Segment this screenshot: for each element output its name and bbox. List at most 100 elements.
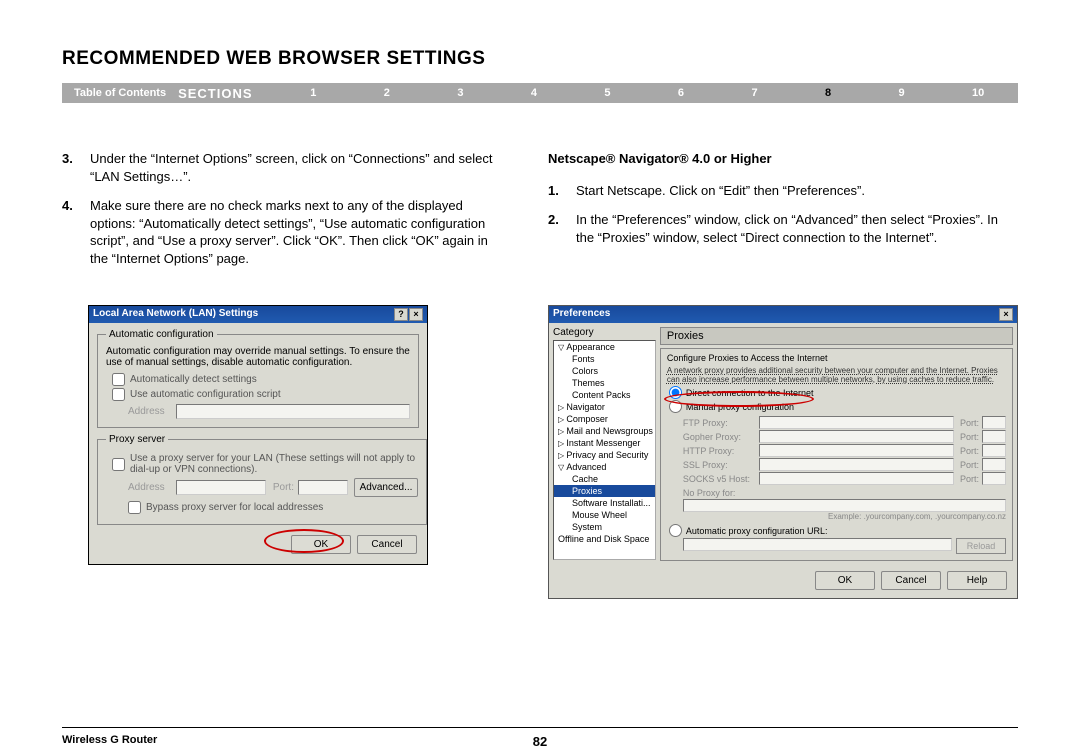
ok-button[interactable]: OK: [291, 535, 351, 554]
preferences-dialog: Preferences × Category AppearanceFontsCo…: [548, 305, 1018, 599]
nav-toc[interactable]: Table of Contents: [62, 87, 178, 99]
nav-1[interactable]: 1: [277, 87, 351, 99]
nav-7[interactable]: 7: [718, 87, 792, 99]
category-item[interactable]: Privacy and Security: [554, 449, 655, 461]
instr-text: In the “Preferences” window, click on “A…: [576, 211, 1018, 246]
radio-auto-label: Automatic proxy configuration URL:: [686, 526, 828, 536]
category-item[interactable]: Colors: [554, 365, 655, 377]
radio-direct[interactable]: [669, 386, 682, 399]
pref-titlebar: Preferences ×: [549, 306, 1017, 323]
proxy-addr-input[interactable]: [176, 480, 266, 495]
reload-button[interactable]: Reload: [956, 538, 1006, 554]
noproxy-input[interactable]: [683, 499, 1006, 512]
category-item[interactable]: Themes: [554, 377, 655, 389]
category-label: Category: [553, 327, 656, 338]
category-item[interactable]: Navigator: [554, 401, 655, 413]
nav-8[interactable]: 8: [791, 87, 865, 99]
chk-detect[interactable]: [112, 373, 125, 386]
advanced-button[interactable]: Advanced...: [354, 478, 418, 497]
proxy-port-input[interactable]: [982, 458, 1006, 471]
page-title: RECOMMENDED WEB BROWSER SETTINGS: [62, 48, 485, 70]
chk-proxy[interactable]: [112, 458, 125, 471]
cancel-button[interactable]: Cancel: [357, 535, 417, 554]
right-column: Netscape® Navigator® 4.0 or Higher 1. St…: [548, 150, 1018, 258]
conf-desc: Configure Proxies to Access the Internet: [667, 353, 1006, 363]
instr-text: Make sure there are no check marks next …: [90, 197, 502, 267]
help-icon[interactable]: ?: [394, 308, 408, 321]
chk-script-label: Use automatic configuration script: [130, 389, 281, 400]
category-item[interactable]: Mouse Wheel: [554, 509, 655, 521]
proxy-label: SOCKS v5 Host:: [683, 474, 759, 484]
noproxy-example: Example: .yourcompany.com, .yourcompany.…: [683, 512, 1006, 521]
auto-url-input[interactable]: [683, 538, 952, 551]
footer-page: 82: [533, 734, 547, 749]
pref-title-text: Preferences: [553, 308, 610, 321]
category-item[interactable]: Mail and Newsgroups: [554, 425, 655, 437]
radio-direct-label: Direct connection to the Internet: [686, 388, 814, 398]
auto-config-fieldset: Automatic configuration Automatic config…: [97, 329, 419, 428]
category-item[interactable]: Composer: [554, 413, 655, 425]
instr-text: Start Netscape. Click on “Edit” then “Pr…: [576, 182, 1018, 200]
bypass-label: Bypass proxy server for local addresses: [146, 502, 323, 513]
pref-cancel-button[interactable]: Cancel: [881, 571, 941, 590]
pref-help-button[interactable]: Help: [947, 571, 1007, 590]
lan-settings-dialog: Local Area Network (LAN) Settings ? × Au…: [88, 305, 428, 565]
proxies-panel-title: Proxies: [660, 327, 1013, 345]
category-item[interactable]: Software Installati...: [554, 497, 655, 509]
left-column: 3. Under the “Internet Options” screen, …: [62, 150, 502, 279]
nav-6[interactable]: 6: [644, 87, 718, 99]
proxy-port-input[interactable]: [982, 430, 1006, 443]
addr-input[interactable]: [176, 404, 410, 419]
proxy-port-input[interactable]: [982, 444, 1006, 457]
radio-manual[interactable]: [669, 400, 682, 413]
nav-4[interactable]: 4: [497, 87, 571, 99]
category-item[interactable]: Proxies: [554, 485, 655, 497]
category-item[interactable]: Advanced: [554, 461, 655, 473]
proxy-host-input[interactable]: [759, 444, 954, 457]
instruction-r2: 2. In the “Preferences” window, click on…: [548, 211, 1018, 246]
proxy-desc: Use a proxy server for your LAN (These s…: [130, 453, 418, 475]
auto-desc: Automatic configuration may override man…: [106, 346, 410, 368]
proxy-port-label: Port:: [266, 482, 298, 493]
nav-5[interactable]: 5: [571, 87, 645, 99]
net-desc: A network proxy provides additional secu…: [667, 366, 1006, 384]
proxy-host-input[interactable]: [759, 416, 954, 429]
instruction-3: 3. Under the “Internet Options” screen, …: [62, 150, 502, 185]
instr-num: 2.: [548, 211, 576, 246]
nav-sections-label: SECTIONS: [178, 86, 276, 101]
proxy-legend: Proxy server: [106, 434, 168, 445]
proxy-port-input[interactable]: [982, 416, 1006, 429]
close-icon[interactable]: ×: [999, 308, 1013, 321]
radio-auto[interactable]: [669, 524, 682, 537]
category-item[interactable]: Cache: [554, 473, 655, 485]
proxy-host-input[interactable]: [759, 430, 954, 443]
chk-script[interactable]: [112, 388, 125, 401]
proxy-host-input[interactable]: [759, 458, 954, 471]
close-icon[interactable]: ×: [409, 308, 423, 321]
instruction-r1: 1. Start Netscape. Click on “Edit” then …: [548, 182, 1018, 200]
category-item[interactable]: Appearance: [554, 341, 655, 353]
category-list[interactable]: AppearanceFontsColorsThemesContent Packs…: [553, 340, 656, 560]
port-label: Port:: [954, 418, 982, 428]
proxy-port-input[interactable]: [298, 480, 348, 495]
nav-9[interactable]: 9: [865, 87, 939, 99]
category-item[interactable]: Fonts: [554, 353, 655, 365]
port-label: Port:: [954, 432, 982, 442]
proxy-label: FTP Proxy:: [683, 418, 759, 428]
nav-3[interactable]: 3: [424, 87, 498, 99]
category-item[interactable]: System: [554, 521, 655, 533]
proxy-host-input[interactable]: [759, 472, 954, 485]
category-item[interactable]: Instant Messenger: [554, 437, 655, 449]
port-label: Port:: [954, 474, 982, 484]
nav-10[interactable]: 10: [938, 87, 1018, 99]
nav-2[interactable]: 2: [350, 87, 424, 99]
chk-detect-label: Automatically detect settings: [130, 374, 257, 385]
port-label: Port:: [954, 446, 982, 456]
chk-bypass[interactable]: [128, 501, 141, 514]
proxy-port-input[interactable]: [982, 472, 1006, 485]
auto-legend: Automatic configuration: [106, 329, 217, 340]
instruction-4: 4. Make sure there are no check marks ne…: [62, 197, 502, 267]
category-item[interactable]: Content Packs: [554, 389, 655, 401]
pref-ok-button[interactable]: OK: [815, 571, 875, 590]
category-item[interactable]: Offline and Disk Space: [554, 533, 655, 545]
